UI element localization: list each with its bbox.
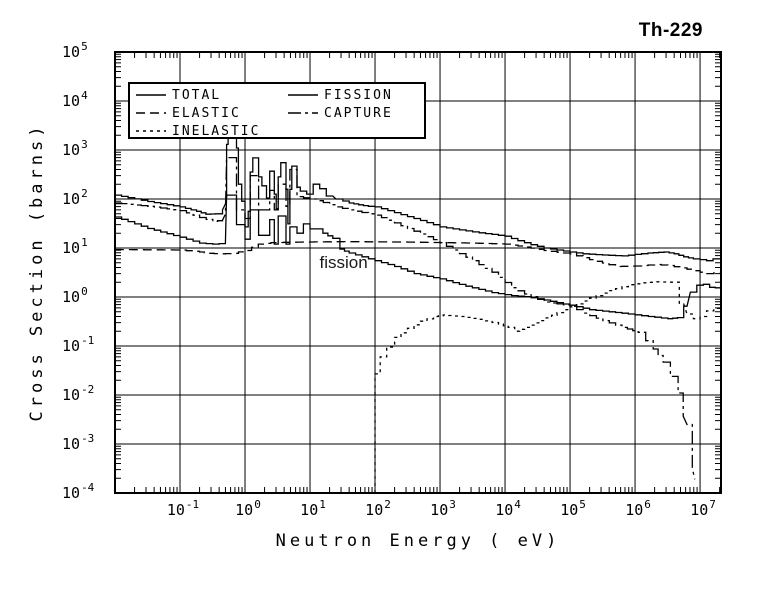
curve-fission <box>115 194 722 320</box>
y-tick-label: 10-2 <box>62 383 94 404</box>
x-tick-label: 10-1 <box>167 498 199 519</box>
total-line-sample <box>136 94 166 96</box>
fission-line-sample <box>288 94 318 96</box>
curve-inelastic <box>374 281 722 493</box>
legend-entry-elastic: ELASTIC <box>136 105 276 121</box>
y-tick-label: 102 <box>62 187 88 208</box>
fission-annotation: fission <box>319 253 368 273</box>
legend-label-capture: CAPTURE <box>324 106 393 121</box>
x-axis-label: Neutron Energy ( eV) <box>275 531 561 551</box>
y-tick-label: 10-3 <box>62 432 94 453</box>
x-tick-label: 100 <box>235 498 261 519</box>
x-tick-label: 107 <box>690 498 716 519</box>
curve-elastic <box>115 240 722 275</box>
y-tick-label: 104 <box>62 89 88 110</box>
elastic-line-sample <box>136 112 166 114</box>
legend-label-inelastic: INELASTIC <box>172 124 261 139</box>
capture-line-sample <box>288 112 318 114</box>
y-tick-label: 103 <box>62 138 88 159</box>
x-tick-label: 101 <box>300 498 326 519</box>
legend-entry-total: TOTAL <box>136 87 276 103</box>
plot-frame <box>114 51 722 494</box>
curve-total <box>115 135 722 262</box>
y-tick-label: 100 <box>62 285 88 306</box>
legend-label-elastic: ELASTIC <box>172 106 241 121</box>
x-tick-label: 104 <box>495 498 521 519</box>
inelastic-line-sample <box>136 130 166 132</box>
x-tick-label: 105 <box>560 498 586 519</box>
curve-capture <box>115 156 696 480</box>
x-tick-label: 106 <box>625 498 651 519</box>
y-tick-label: 10-4 <box>62 481 95 502</box>
y-tick-label: 105 <box>62 40 88 61</box>
x-tick-label: 102 <box>365 498 391 519</box>
legend-entry-capture: CAPTURE <box>288 105 420 121</box>
page-title: Th-229 <box>638 20 703 41</box>
legend-box: TOTAL ELASTIC INELASTIC FISSION CAPTURE <box>128 82 426 139</box>
legend-entry-fission: FISSION <box>288 87 420 103</box>
legend-label-fission: FISSION <box>324 88 393 103</box>
y-tick-label: 101 <box>62 236 88 257</box>
legend-label-total: TOTAL <box>172 88 222 103</box>
legend-entry-inelastic: INELASTIC <box>136 123 276 139</box>
x-tick-label: 103 <box>430 498 456 519</box>
y-tick-label: 10-1 <box>62 334 94 355</box>
y-axis-label: Cross Section (barns) <box>27 122 47 422</box>
